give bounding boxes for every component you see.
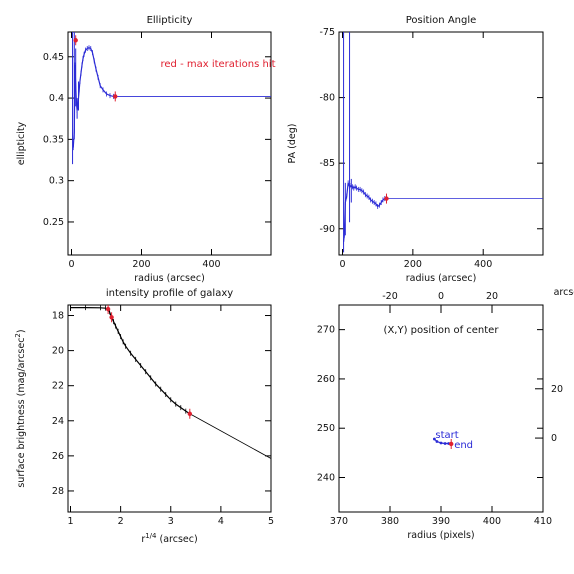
x-tick-label: 390: [432, 516, 450, 527]
y-tick-label: 0.35: [43, 134, 64, 145]
y-tick-label: 20: [52, 346, 64, 357]
y-tick-label: 18: [52, 311, 64, 322]
y-axis-label: surface brightness (mag/arcsec2): [14, 329, 27, 487]
series-line: [70, 307, 191, 415]
data-point: [432, 437, 436, 441]
data-layer: [342, 32, 543, 253]
y-tick-label: 0.4: [49, 93, 64, 104]
x-axis-label: radius (arcsec): [134, 273, 205, 284]
x-tick-label: 3: [168, 516, 174, 527]
y-tick-label: 28: [52, 486, 64, 497]
y-tick-label: 240: [317, 473, 335, 484]
y-tick-label: 260: [317, 374, 335, 385]
top-axis-label: arcsec: [554, 287, 574, 298]
y-tick-label: -80: [319, 93, 335, 104]
x-tick-label: 0: [339, 259, 345, 270]
x-tick-label: 2: [118, 516, 124, 527]
x-tick-label: 370: [330, 516, 348, 527]
data-layer: [432, 437, 454, 449]
x-tick-label: 200: [132, 259, 150, 270]
top-x-tick-label: -20: [382, 291, 398, 302]
panel-2: [338, 31, 544, 256]
x-tick-label: 4: [218, 516, 224, 527]
flagged-point: [109, 315, 114, 320]
x-tick-label: 380: [381, 516, 399, 527]
y-tick-label: 0.3: [49, 176, 64, 187]
plot-frame: [67, 31, 272, 256]
y-axis-label: PA (deg): [287, 124, 298, 164]
top-x-tick-label: 20: [486, 291, 498, 302]
panel-1: [67, 31, 272, 256]
data-layer: [72, 32, 271, 165]
y-tick-label: 250: [317, 423, 335, 434]
point-label-end: end: [454, 440, 473, 451]
x-tick-label: 400: [474, 259, 492, 270]
data-point: [439, 441, 443, 445]
flagged-point: [113, 94, 118, 99]
top-x-tick-label: 0: [438, 291, 444, 302]
x-axis-label: radius (arcsec): [406, 273, 477, 284]
x-axis-label: radius (pixels): [407, 530, 474, 541]
y-tick-label: -85: [319, 158, 335, 169]
point-label-start: start: [435, 430, 458, 441]
panel-3: r1/4 (arcsec) surface brightness (mag/arc…: [14, 304, 272, 545]
flagged-point: [187, 411, 192, 416]
y-tick-label: 270: [317, 325, 335, 336]
x-tick-label: 200: [404, 259, 422, 270]
data-point: [435, 440, 439, 443]
plot-frame: [67, 304, 272, 513]
data-point: [443, 442, 447, 445]
data-layer: [70, 305, 271, 459]
right-y-tick-label: 20: [551, 384, 563, 395]
x-tick-label: 0: [68, 259, 74, 270]
x-tick-label: 400: [202, 259, 220, 270]
chart-title: Position Angle: [406, 15, 477, 26]
series-line: [342, 182, 387, 242]
x-tick-label: 400: [483, 516, 501, 527]
y-axis-label: ellipticity: [16, 121, 27, 165]
y-tick-label: 26: [52, 451, 64, 462]
flagged-point: [449, 441, 454, 447]
plot-frame: [338, 304, 544, 513]
chart-title: (X,Y) position of center: [384, 325, 500, 336]
y-tick-label: -75: [319, 27, 335, 38]
x-tick-label: 410: [534, 516, 552, 527]
flagged-point: [384, 196, 389, 201]
y-tick-label: 22: [52, 381, 64, 392]
y-tick-label: 24: [52, 416, 64, 427]
panel-4: [338, 304, 544, 513]
flagged-point: [105, 306, 111, 312]
annotation: red - max iterations hit: [161, 59, 276, 70]
y-tick-label: 0.45: [43, 52, 64, 63]
right-y-tick-label: 0: [551, 433, 557, 444]
x-tick-label: 5: [268, 516, 274, 527]
chart-title: intensity profile of galaxy: [106, 288, 233, 299]
chart-title: Ellipticity: [147, 15, 193, 26]
y-tick-label: -90: [319, 224, 335, 235]
x-axis-label: r1/4 (arcsec): [141, 532, 197, 545]
plot-frame: [338, 31, 544, 256]
x-tick-label: 1: [67, 516, 73, 527]
flagged-point: [73, 38, 78, 43]
y-tick-label: 0.25: [43, 217, 64, 228]
series-line: [189, 413, 271, 459]
